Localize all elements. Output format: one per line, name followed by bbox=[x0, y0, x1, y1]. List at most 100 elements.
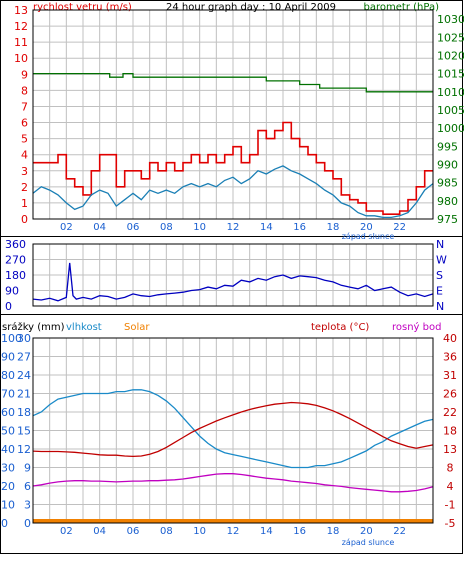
wind-tick-label: 13 bbox=[14, 4, 28, 17]
wind-tick-label: 1 bbox=[21, 197, 28, 210]
climate-time-tick-label: 16 bbox=[293, 526, 306, 537]
rain-tick-label: 0 bbox=[24, 517, 31, 530]
rain-tick-label: 9 bbox=[24, 462, 31, 475]
direction-tick-label: 180 bbox=[5, 269, 26, 282]
barometer-tick-label: 1015 bbox=[437, 68, 464, 81]
barometer-tick-label: 995 bbox=[437, 140, 458, 153]
wind-time-tick-label: 18 bbox=[327, 222, 340, 233]
wind-time-tick-label: 02 bbox=[60, 222, 73, 233]
barometer-series bbox=[33, 72, 433, 93]
direction-tick-label: 90 bbox=[5, 285, 19, 298]
temperature-tick-label: 13 bbox=[443, 443, 457, 456]
barometer-tick-label: 975 bbox=[437, 213, 458, 226]
barometer-tick-label: 1030 bbox=[437, 13, 464, 26]
humidity-tick-label: 40 bbox=[1, 443, 15, 456]
temperature-tick-label: 8 bbox=[447, 462, 454, 475]
climate-time-tick-label: 20 bbox=[360, 526, 373, 537]
humidity-tick-label: 60 bbox=[1, 406, 15, 419]
climate-plot-frame bbox=[32, 337, 434, 524]
barometer-tick-label: 1020 bbox=[437, 49, 464, 62]
wind-tick-label: 0 bbox=[21, 213, 28, 226]
rain-tick-label: 30 bbox=[17, 332, 31, 345]
humidity-tick-label: 20 bbox=[1, 480, 15, 493]
direction-tick-label: 360 bbox=[5, 238, 26, 251]
compass-tick-label: W bbox=[436, 254, 447, 267]
temperature-tick-label: 31 bbox=[443, 369, 457, 382]
barometer-tick-label: 1005 bbox=[437, 104, 464, 117]
rain-tick-label: 21 bbox=[17, 388, 31, 401]
climate-time-tick-label: 04 bbox=[93, 526, 106, 537]
temperature-series bbox=[32, 401, 434, 458]
compass-tick-label: S bbox=[436, 269, 443, 282]
wind-time-tick-label: 12 bbox=[227, 222, 240, 233]
humidity-tick-label: 30 bbox=[1, 462, 15, 475]
wind-average-series bbox=[32, 165, 434, 219]
wind-tick-label: 9 bbox=[21, 68, 28, 81]
barometer-tick-label: 980 bbox=[437, 195, 458, 208]
rain-tick-label: 6 bbox=[24, 480, 31, 493]
temperature-tick-label: 26 bbox=[443, 388, 457, 401]
climate-time-tick-label: 14 bbox=[260, 526, 273, 537]
climate-time-tick-label: 22 bbox=[393, 526, 406, 537]
compass-tick-label: N bbox=[436, 238, 444, 251]
wind-tick-label: 11 bbox=[14, 36, 28, 49]
wind-tick-label: 7 bbox=[21, 100, 28, 113]
barometer-axis-label: barometr (hPa) bbox=[364, 2, 440, 13]
humidity-tick-label: 90 bbox=[1, 351, 15, 364]
wind-tick-label: 12 bbox=[14, 20, 28, 33]
temperature-tick-label: 22 bbox=[443, 406, 457, 419]
climate-time-tick-label: 06 bbox=[127, 526, 140, 537]
temperature-tick-label: -1 bbox=[445, 499, 456, 512]
humidity-tick-label: 10 bbox=[1, 499, 15, 512]
climate-time-tick-label: 18 bbox=[327, 526, 340, 537]
sunset-label-1: západ slunce bbox=[342, 232, 395, 241]
wind-tick-label: 2 bbox=[21, 181, 28, 194]
rain-tick-label: 24 bbox=[17, 369, 31, 382]
barometer-tick-label: 1010 bbox=[437, 86, 464, 99]
barometer-tick-label: 985 bbox=[437, 177, 458, 190]
direction-tick-label: 270 bbox=[5, 254, 26, 267]
wind-direction-series bbox=[32, 262, 434, 302]
wind-tick-label: 5 bbox=[21, 133, 28, 146]
wind-axis-label: rychlost vetru (m/s) bbox=[33, 2, 132, 13]
compass-tick-label: N bbox=[436, 300, 444, 313]
wind-tick-label: 4 bbox=[21, 149, 28, 162]
climate-time-tick-label: 10 bbox=[193, 526, 206, 537]
humidity-tick-label: 0 bbox=[1, 517, 8, 530]
chart-title: 24 hour graph day : 10 April 2009 bbox=[166, 2, 336, 13]
humidity-tick-label: 100 bbox=[1, 332, 22, 345]
wind-time-tick-label: 22 bbox=[393, 222, 406, 233]
climate-time-tick-label: 08 bbox=[160, 526, 173, 537]
wind-time-tick-label: 14 bbox=[260, 222, 273, 233]
direction-plot-frame bbox=[32, 243, 434, 307]
humidity-tick-label: 70 bbox=[1, 388, 15, 401]
humidity-tick-label: 50 bbox=[1, 425, 15, 438]
temperature-tick-label: 18 bbox=[443, 425, 457, 438]
wind-time-tick-label: 16 bbox=[293, 222, 306, 233]
humidity-axis-label: vlhkost bbox=[66, 322, 102, 333]
wind-tick-label: 3 bbox=[21, 165, 28, 178]
wind-time-tick-label: 06 bbox=[127, 222, 140, 233]
humidity-tick-label: 80 bbox=[1, 369, 15, 382]
wind-time-tick-label: 20 bbox=[360, 222, 373, 233]
solar-series bbox=[33, 519, 433, 523]
rain-tick-label: 12 bbox=[17, 443, 31, 456]
rain-tick-label: 27 bbox=[17, 351, 31, 364]
wind-plot-frame bbox=[32, 9, 434, 220]
humidity-series bbox=[32, 389, 434, 469]
chart-layer: 0123456789101112139759809859909951000100… bbox=[1, 4, 464, 547]
temperature-tick-label: -5 bbox=[445, 517, 456, 530]
compass-tick-label: E bbox=[436, 285, 443, 298]
barometer-tick-label: 990 bbox=[437, 158, 458, 171]
wind-tick-label: 6 bbox=[21, 117, 28, 130]
wind-time-tick-label: 08 bbox=[160, 222, 173, 233]
outer-border bbox=[0, 0, 463, 554]
barometer-tick-label: 1000 bbox=[437, 122, 464, 135]
temperature-tick-label: 40 bbox=[443, 332, 457, 345]
temperature-tick-label: 36 bbox=[443, 351, 457, 364]
direction-tick-label: 0 bbox=[5, 300, 12, 313]
climate-time-tick-label: 02 bbox=[60, 526, 73, 537]
barometer-tick-label: 1025 bbox=[437, 31, 464, 44]
